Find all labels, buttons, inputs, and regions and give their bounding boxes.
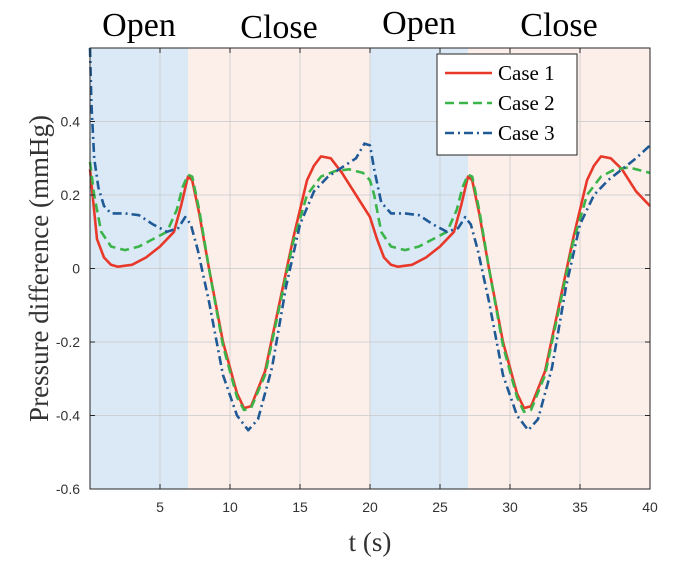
x-tick-label-6: 30 [502, 499, 518, 515]
y-tick-label-2: -0.4 [56, 408, 80, 424]
legend-label-3: Case 3 [498, 121, 555, 145]
series-lines [88, 47, 651, 432]
tick-labels: 5 10 15 20 25 30 35 40 -0.6 -0.4 -0.2 0 0.2 0.4 [56, 114, 658, 516]
legend-box [436, 53, 578, 156]
x-tick-label-3: 15 [292, 499, 308, 515]
y-tick-label-1: -0.6 [56, 481, 80, 497]
ticks [90, 48, 651, 490]
x-tick-label-1: 5 [156, 499, 164, 515]
y-tick-label-5: 0.2 [61, 187, 81, 203]
series-line-2 [88, 161, 651, 414]
series-line-1 [88, 155, 651, 410]
phase-labels: Open Close Open Close [102, 5, 598, 46]
x-tick-label-8: 40 [642, 499, 658, 515]
legend-label-1: Case 1 [498, 61, 555, 85]
y-axis-title: Pressure difference (mmHg) [24, 115, 54, 422]
x-tick-label-2: 10 [222, 499, 238, 515]
y-tick-label-6: 0.4 [61, 114, 81, 130]
legend-label-2: Case 2 [498, 91, 555, 115]
x-tick-label-7: 35 [572, 499, 588, 515]
phase-label-3: Open [382, 5, 456, 42]
y-tick-label-3: -0.2 [56, 334, 80, 350]
x-tick-label-4: 20 [362, 499, 378, 515]
x-tick-label-5: 25 [432, 499, 448, 515]
series-line-3 [88, 47, 651, 432]
y-tick-label-4: 0 [72, 261, 80, 277]
phase-label-4: Close [520, 7, 597, 44]
x-axis-title: t (s) [349, 527, 392, 557]
phase-label-1: Open [102, 7, 176, 44]
phase-label-2: Close [240, 9, 317, 46]
legend: Case 1 Case 2 Case 3 [436, 53, 578, 156]
